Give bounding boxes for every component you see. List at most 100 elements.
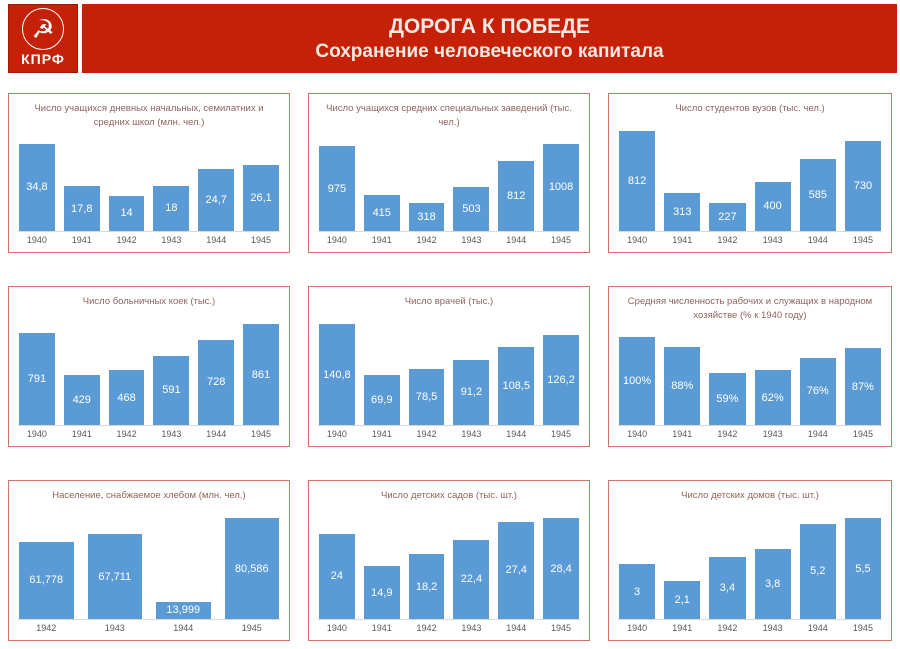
year-label: 1943: [461, 623, 482, 633]
bar-1942: 468: [108, 370, 145, 425]
bar-value-label: 24,7: [205, 193, 227, 206]
bar-1945: 28,4: [543, 518, 579, 619]
chart-card: Число больничных коек (тыс.) 791 429 468 591…: [8, 286, 290, 447]
bar-value-label: 812: [507, 189, 526, 202]
year-label: 1944: [206, 429, 227, 439]
chart-title: Число врачей (тыс.): [404, 296, 494, 307]
logo-label: КПРФ: [21, 51, 65, 67]
year-label: 1940: [326, 429, 347, 439]
year-label: 1942: [116, 235, 137, 245]
bar-value-label: 67,711: [98, 570, 132, 583]
bar-value-label: 791: [27, 372, 47, 385]
bar-value-label: 80,586: [234, 562, 269, 575]
bar-1941: 17,8: [63, 186, 100, 231]
bar-value-label: 14,9: [371, 586, 393, 599]
bar-value-label: 69,9: [371, 394, 393, 406]
plot-area: 100% 88% 59% 62% 76% 87%: [618, 324, 882, 426]
bar-value-label: 59%: [716, 392, 739, 405]
year-label: 1941: [672, 429, 693, 439]
year-label: 1941: [371, 429, 392, 439]
header-band: ДОРОГА К ПОБЕДЕ Сохранение человеческого…: [82, 4, 897, 73]
bar-value-label: 503: [462, 203, 481, 216]
x-axis-labels: 1940 1941 1942 1943 1944 1945: [18, 235, 280, 248]
bar-value-label: 76%: [806, 385, 829, 398]
plot-area: 975 415 318 503 812 1008: [318, 131, 580, 232]
bar-1943: 591: [153, 355, 190, 425]
bar-1944: 108,5: [498, 347, 535, 425]
year-label: 1940: [627, 429, 648, 439]
x-axis-labels: 1940 1941 1942 1943 1944 1945: [618, 623, 882, 636]
x-axis-labels: 1940 1941 1942 1943 1944 1945: [18, 429, 280, 442]
year-label: 1940: [627, 235, 648, 245]
bar-1940: 100%: [619, 336, 656, 425]
bar-1944: 728: [198, 339, 235, 425]
bar-1941: 14,9: [363, 566, 400, 619]
plot-area: 140,8 69,9 78,5 91,2 108,5 126,2: [318, 309, 580, 426]
plot-area: 791 429 468 591 728 861: [18, 309, 280, 426]
bar-1943: 62%: [754, 370, 791, 425]
year-label: 1945: [852, 429, 873, 439]
year-label: 1945: [551, 623, 572, 633]
chart-title: Число больничных коек (тыс.): [82, 296, 216, 307]
year-label: 1941: [71, 429, 92, 439]
chart-grid: Число учащихся дневных начальных, семила…: [8, 93, 892, 641]
bar-value-label: 91,2: [460, 386, 483, 399]
chart-title: Число детских садов (тыс. шт.): [381, 490, 517, 501]
bar-value-label: 812: [627, 175, 647, 188]
bar-value-label: 5,2: [810, 565, 826, 578]
bar-value-label: 227: [718, 211, 737, 224]
x-axis-labels: 1940 1941 1942 1943 1944 1945: [618, 235, 882, 248]
bar-value-label: 728: [207, 376, 226, 389]
year-label: 1943: [762, 623, 783, 633]
bar-1942: 61,778: [19, 541, 74, 619]
bar-1943: 67,711: [87, 534, 142, 619]
year-label: 1944: [807, 235, 828, 245]
bar-1945: 861: [243, 324, 279, 425]
year-label: 1943: [762, 235, 783, 245]
bar-value-label: 3,8: [764, 578, 781, 591]
bar-value-label: 22,4: [460, 573, 483, 586]
year-label: 1945: [852, 623, 873, 633]
chart-card: Население, снабжаемое хлебом (млн. чел.)…: [8, 480, 290, 641]
bar-value-label: 88%: [671, 380, 694, 393]
bar-value-label: 17,8: [71, 202, 93, 215]
bar-value-label: 13,999: [166, 604, 201, 617]
chart-title: Население, снабжаемое хлебом (млн. чел.): [52, 490, 246, 501]
chart-card: Число учащихся средних специальных завед…: [308, 93, 590, 253]
bar-1944: 13,999: [156, 601, 211, 619]
year-label: 1942: [36, 623, 57, 633]
slide-title: ДОРОГА К ПОБЕДЕ: [388, 14, 591, 38]
bar-1940: 975: [319, 146, 355, 231]
year-label: 1941: [672, 623, 693, 633]
bar-value-label: 27,4: [505, 564, 527, 577]
year-label: 1941: [672, 235, 693, 245]
bar-1941: 88%: [664, 347, 701, 425]
bar-1941: 313: [664, 192, 701, 231]
plot-area: 34,8 17,8 14 18 24,7 26,1: [18, 131, 280, 232]
year-label: 1944: [807, 429, 828, 439]
year-label: 1941: [71, 235, 92, 245]
bar-value-label: 100%: [623, 374, 652, 387]
year-label: 1940: [326, 623, 347, 633]
chart-card: Средняя численность рабочих и служащих в…: [608, 286, 892, 447]
bar-1944: 5,2: [799, 523, 836, 619]
chart-title: Число учащихся дневных начальных, семила…: [34, 103, 264, 129]
bar-1942: 227: [709, 203, 746, 231]
bar-1944: 24,7: [198, 168, 235, 231]
bar-1942: 59%: [709, 372, 746, 425]
plot-area: 3 2,1 3,4 3,8 5,2 5,5: [618, 503, 882, 620]
bar-value-label: 415: [372, 207, 391, 220]
x-axis-labels: 1940 1941 1942 1943 1944 1945: [318, 623, 580, 636]
bar-1943: 91,2: [453, 359, 490, 425]
bar-1943: 503: [453, 187, 490, 231]
year-label: 1942: [416, 429, 437, 439]
year-label: 1942: [416, 623, 437, 633]
bar-1940: 812: [619, 131, 656, 231]
year-label: 1940: [26, 429, 47, 439]
bar-1940: 24: [319, 533, 355, 619]
year-label: 1943: [104, 623, 125, 633]
plot-area: 24 14,9 18,2 22,4 27,4 28,4: [318, 503, 580, 620]
x-axis-labels: 1940 1941 1942 1943 1944 1945: [318, 235, 580, 248]
bar-1940: 140,8: [319, 324, 355, 425]
year-label: 1944: [173, 623, 194, 633]
